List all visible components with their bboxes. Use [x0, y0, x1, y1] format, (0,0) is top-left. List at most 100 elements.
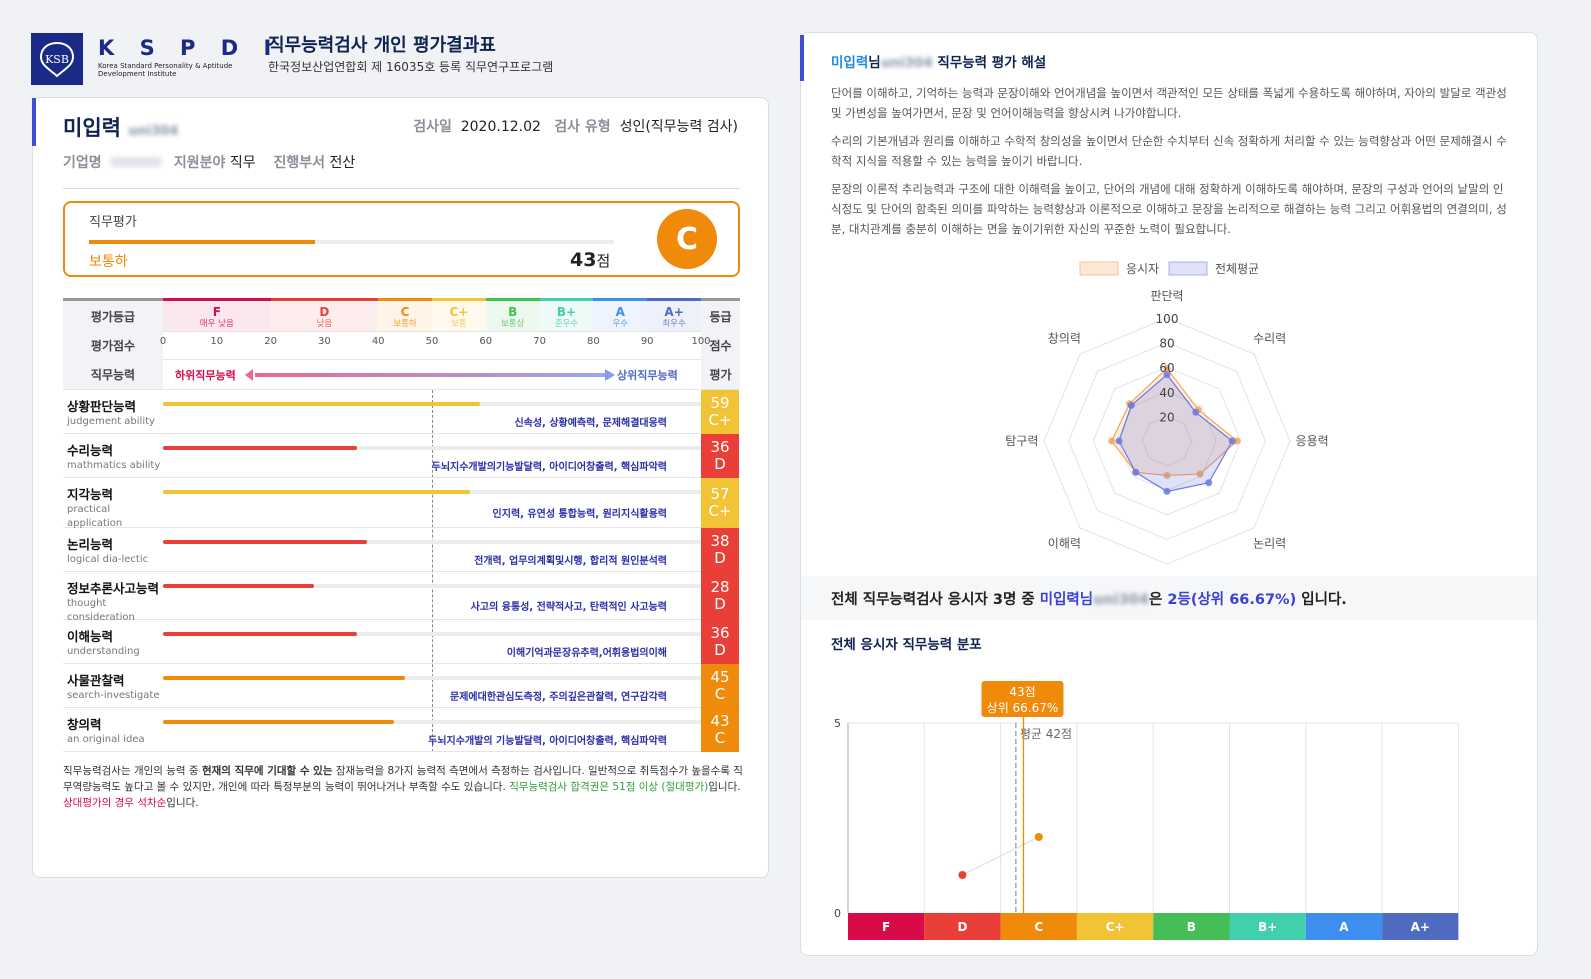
job-eval-score: 43점	[570, 249, 611, 271]
grade-column-A: A 우수	[593, 298, 648, 331]
brand-name: K S P D I	[98, 36, 281, 60]
radar-point	[1115, 437, 1123, 445]
x-tick: 80	[1298, 952, 1315, 953]
grade-letter: B	[508, 305, 518, 319]
rank-summary: 전체 직무능력검사 응시자 3명 중 미입력님uni304은 2등(상위 66.…	[801, 576, 1537, 620]
tooltip-rank: 상위 66.67%	[987, 701, 1059, 715]
score-tick: 60	[479, 336, 493, 347]
ability-row: 지각능력 practical application 인지력, 유연성 통합능력, …	[63, 478, 740, 529]
ability-grade: D	[714, 549, 726, 567]
radar-point	[1233, 437, 1241, 445]
accent-bar	[32, 98, 36, 146]
grade-desc: 우수	[612, 319, 629, 329]
band-B+	[1229, 913, 1306, 940]
grade-letter: D	[319, 305, 330, 319]
row-label-right: 점수	[701, 331, 740, 359]
interpretation-text: 단어를 이해하고, 기억하는 능력과 문장이해와 언어개념을 높이면서 객관적인…	[831, 83, 1511, 247]
band-D	[924, 913, 1001, 940]
band-label: A	[1339, 920, 1349, 934]
x-tick: 50	[1069, 952, 1086, 953]
radar-chart: 응시자전체평균20406080100판단력수리력응용력논리력사고력이해력탐구력창…	[1005, 261, 1329, 581]
ability-bar-fill	[163, 632, 357, 636]
score-tick: 30	[318, 336, 331, 347]
ability-grade-badge: 43 C	[701, 708, 739, 752]
series-line	[962, 836, 1039, 876]
band-label: C	[1034, 920, 1043, 934]
ability-grade-badge: 36 D	[701, 434, 739, 478]
score-marker-tooltip	[981, 681, 1064, 717]
page-subtitle: 한국정보산업연합회 제 16035호 등록 직무연구프로그램	[268, 60, 554, 74]
grade-column-C+: C+ 보통	[432, 298, 486, 331]
row-divider	[63, 331, 740, 332]
ability-name: 정보추론사고능력	[67, 581, 160, 596]
ability-label: 사물관찰력 search-investigate	[67, 670, 167, 703]
arrow-right-icon	[605, 369, 615, 381]
ability-score: 36	[710, 624, 730, 642]
result-card: 미입력 uni304 검사일 2020.12.02 검사 유형 성인(직무능력 …	[32, 97, 769, 878]
arrow-left-icon	[245, 369, 253, 381]
grade-column-B+: B+ 준우수	[539, 298, 594, 331]
grade-column-D: D 낮음	[270, 298, 379, 331]
ability-bar-track	[163, 584, 701, 588]
radar-axis-label: 응용력	[1296, 434, 1329, 448]
grade-letter: B+	[556, 305, 577, 319]
row-label: 평가등급	[63, 301, 163, 331]
band-label: B+	[1258, 920, 1277, 934]
ability-grade-badge: 36 D	[701, 620, 739, 664]
band-C	[1000, 913, 1077, 940]
ability-grade-badge: 38 D	[701, 528, 739, 572]
ability-keywords: 두뇌지수개발의 기능발달력, 아이디어창출력, 핵심파악력	[428, 736, 667, 747]
grade-desc: 낮음	[316, 319, 333, 329]
kspdi-logo: KSB	[31, 33, 83, 85]
grade-column-C: C 보통하	[378, 298, 432, 331]
ability-english: logical dia-lectic	[67, 554, 149, 565]
brand-subtitle: Korea Standard Personality & Aptitude De…	[98, 62, 233, 78]
ability-grade-badge: 28 D	[701, 572, 739, 620]
radar-axis-label: 판단력	[1150, 289, 1183, 303]
radar-axis-label: 논리력	[1253, 537, 1286, 551]
svg-text:KSB: KSB	[45, 53, 69, 66]
legend-swatch-average	[1168, 261, 1208, 276]
ability-keywords: 신속성, 상황예측력, 문제해결대응력	[514, 418, 667, 429]
radar-grid-ring	[1141, 415, 1193, 467]
grade-column-A+: A+ 최우수	[647, 298, 701, 331]
ability-name: 창의력	[67, 717, 102, 732]
candidate-info: 기업명 지원분야 직무 진행부서 전산	[63, 155, 356, 171]
ability-keywords: 전개력, 업무의계획및시행, 합리적 원인분석력	[474, 556, 667, 567]
ability-name: 지각능력	[67, 487, 114, 502]
test-note: 직무능력검사는 개인의 능력 중 현재의 직무에 기대할 수 있는 잠재능력을 …	[63, 765, 743, 809]
ability-grade: D	[714, 455, 726, 473]
ability-grade: D	[714, 595, 726, 613]
high-ability-label: 상위직무능력	[617, 369, 678, 382]
radar-point	[1196, 470, 1204, 478]
ability-label: 창의력 an original idea	[67, 714, 167, 747]
ability-bar-track	[163, 632, 701, 636]
band-B	[1153, 913, 1230, 940]
user-id: uni304	[128, 124, 179, 139]
grade-desc: 최우수	[662, 319, 686, 329]
ability-bar-fill	[163, 584, 314, 588]
ability-label: 정보추론사고능력 thought consideration	[67, 578, 167, 625]
row-label-right: 등급	[701, 301, 740, 331]
job-eval-level: 보통하	[89, 254, 128, 270]
ability-score: 38	[710, 532, 730, 550]
score-tick: 90	[640, 336, 654, 347]
ability-bar-fill	[163, 720, 395, 724]
interpretation-card: 미입력님uni304 직무능력 평가 해설 단어를 이해하고, 기억하는 능력과…	[800, 32, 1538, 956]
band-F	[848, 913, 925, 940]
band-A	[1305, 913, 1383, 940]
ability-bar-fill	[163, 540, 368, 544]
radar-point	[1127, 401, 1135, 409]
radar-tick: 100	[1156, 312, 1179, 326]
interpretation-title: 미입력님uni304 직무능력 평가 해설	[831, 55, 1047, 71]
low-ability-label: 하위직무능력	[175, 369, 236, 382]
ability-bar-track	[163, 720, 701, 724]
grade-letter: C+	[449, 305, 469, 319]
grade-desc: 보통하	[393, 319, 417, 329]
ability-english: an original idea	[67, 734, 145, 745]
x-tick: 20	[916, 952, 933, 953]
band-label: A+	[1411, 920, 1430, 934]
ability-name: 상황판단능력	[67, 399, 137, 414]
ability-label: 이해능력 understanding	[67, 626, 167, 659]
